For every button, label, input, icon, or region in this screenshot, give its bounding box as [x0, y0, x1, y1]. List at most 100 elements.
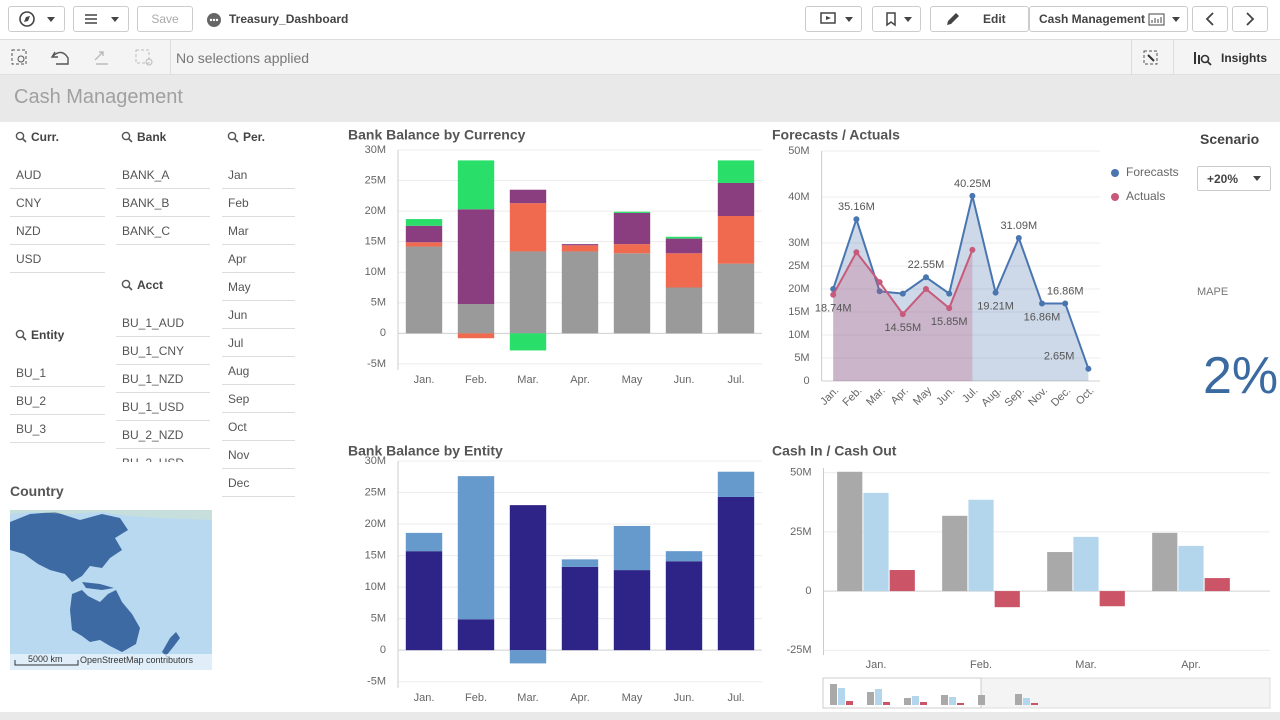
- filter-item[interactable]: Jul: [222, 334, 295, 357]
- filter-item[interactable]: NZD: [10, 222, 105, 245]
- y-tick-label: 40M: [788, 191, 809, 203]
- bookmark-button[interactable]: [872, 6, 921, 32]
- filter-item[interactable]: BU_1: [10, 364, 105, 387]
- filter-item[interactable]: Nov: [222, 446, 295, 469]
- x-tick-label: Mar.: [1075, 659, 1096, 671]
- filter-item[interactable]: BANK_B: [116, 194, 210, 217]
- filter-item[interactable]: May: [222, 278, 295, 301]
- filter-list: BANK_A BANK_B BANK_C: [116, 158, 210, 600]
- filter-item[interactable]: Jun: [222, 306, 295, 329]
- mini-bar: [830, 684, 837, 705]
- asia: [10, 512, 128, 582]
- bar: [837, 471, 863, 592]
- value-label: 15.85M: [931, 316, 968, 328]
- filter-item[interactable]: CNY: [10, 194, 105, 217]
- filter-item[interactable]: BU_1_CNY: [116, 342, 210, 365]
- filter-item[interactable]: USD: [10, 250, 105, 273]
- filter-item[interactable]: Feb: [222, 194, 295, 217]
- sheet-button[interactable]: Cash Management: [1029, 6, 1188, 32]
- new-zealand: [162, 632, 180, 656]
- bar-segment: [405, 246, 443, 334]
- point: [923, 274, 929, 281]
- filter-item[interactable]: BU_1_USD: [116, 398, 210, 421]
- icon: [1246, 12, 1255, 26]
- filter-item[interactable]: BU_3: [10, 420, 105, 443]
- bar-segment: [613, 211, 651, 213]
- bar-segment: [717, 263, 755, 334]
- filter-item[interactable]: Dec: [222, 474, 295, 497]
- bar-segment: [457, 160, 495, 210]
- point: [946, 305, 953, 312]
- kpi-value: 2%: [1203, 347, 1279, 405]
- mini-bar: [867, 692, 874, 705]
- y-tick-label: 20M: [788, 283, 809, 295]
- bar-segment: [509, 505, 547, 651]
- save-button[interactable]: Save: [137, 6, 193, 32]
- bar-segment: [613, 244, 651, 254]
- filter-item[interactable]: Aug: [222, 362, 295, 385]
- search-icon[interactable]: [15, 131, 27, 143]
- bar-segment: [561, 244, 599, 246]
- filter-item[interactable]: BU_1_NZD: [116, 370, 210, 393]
- bar-segment: [613, 253, 651, 334]
- mini-bar: [912, 696, 919, 705]
- value-label: 31.09M: [1000, 220, 1037, 232]
- value-label: 14.55M: [884, 322, 921, 334]
- point: [992, 289, 999, 296]
- y-tick-label: 15M: [365, 236, 386, 248]
- y-tick-label: 30M: [365, 455, 386, 467]
- filter-item[interactable]: BANK_A: [116, 166, 210, 189]
- bar-segment: [665, 236, 703, 239]
- filter-item[interactable]: Mar: [222, 222, 295, 245]
- filter-title: Bank: [137, 130, 167, 144]
- scenario-value: +20%: [1207, 172, 1239, 186]
- point: [1085, 365, 1092, 372]
- navigate-button[interactable]: [8, 6, 65, 32]
- prev-sheet-button[interactable]: [1192, 6, 1228, 32]
- filter-item[interactable]: BU_2_NZD: [116, 426, 210, 449]
- filter-item[interactable]: BANK_C: [116, 222, 210, 245]
- value-label: 2.65M: [1044, 351, 1075, 363]
- search-icon[interactable]: [15, 329, 27, 341]
- map-scale: 5000 km: [28, 654, 63, 664]
- bar-segment: [717, 471, 755, 497]
- search-icon[interactable]: [121, 131, 133, 143]
- list-button[interactable]: [73, 6, 129, 32]
- icon: [19, 11, 55, 27]
- edit-button[interactable]: Edit: [930, 6, 1029, 32]
- next-sheet-button[interactable]: [1232, 6, 1268, 32]
- filter-item[interactable]: BU_2_USD: [116, 454, 210, 462]
- map-attribution: OpenStreetMap contributors: [80, 655, 194, 665]
- point: [830, 291, 837, 298]
- filter-item[interactable]: Oct: [222, 418, 295, 441]
- bar: [1073, 536, 1099, 592]
- smart-search-icon[interactable]: [1142, 49, 1160, 67]
- point: [899, 311, 906, 318]
- bar: [1178, 545, 1204, 592]
- y-tick-label: 0: [803, 375, 809, 387]
- x-tick-label: Apr.: [889, 385, 911, 407]
- filter-item[interactable]: BU_2: [10, 392, 105, 415]
- icon: [820, 12, 853, 24]
- x-tick-label: Jan.: [866, 659, 887, 671]
- filter-item[interactable]: Sep: [222, 390, 295, 413]
- bar: [1099, 591, 1125, 607]
- search-icon[interactable]: [227, 131, 239, 143]
- filter-item[interactable]: AUD: [10, 166, 105, 189]
- bar-segment: [509, 251, 547, 334]
- scenario-dropdown[interactable]: +20%: [1197, 166, 1271, 191]
- filter-item[interactable]: Jan: [222, 166, 295, 189]
- value-label: 18.74M: [815, 303, 852, 315]
- present-button[interactable]: [805, 6, 862, 32]
- filter-item[interactable]: Apr: [222, 250, 295, 273]
- attribution-bg: [10, 654, 212, 670]
- filter-item[interactable]: BU_1_AUD: [116, 314, 210, 337]
- x-tick-label: Feb.: [841, 385, 865, 409]
- y-tick-label: 0: [380, 644, 386, 656]
- mini-bar: [949, 697, 956, 705]
- search-icon[interactable]: [121, 279, 133, 291]
- x-tick-label: Jun.: [674, 692, 695, 704]
- y-tick-label: 5M: [371, 297, 386, 309]
- insights-button[interactable]: Insights: [1221, 51, 1268, 65]
- bar-segment: [717, 183, 755, 216]
